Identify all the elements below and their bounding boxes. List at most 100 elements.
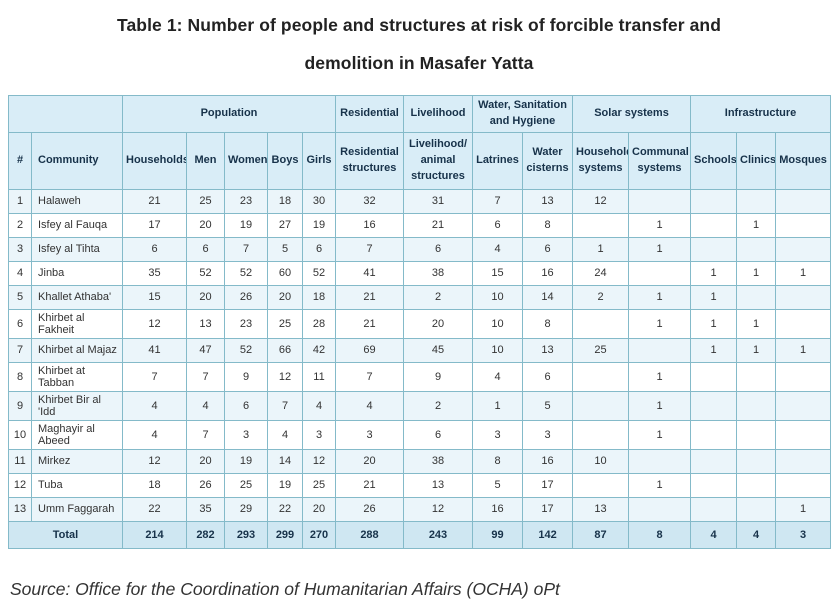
total-value-cell: 3 [775, 520, 832, 549]
data-table: Population Residential Livelihood Water, Sa… [8, 95, 832, 549]
value-cell: 20 [302, 496, 336, 522]
column-header-cell: Residential structures [335, 131, 404, 190]
value-cell: 25 [186, 188, 225, 214]
column-header-cell: Boys [267, 131, 303, 190]
value-cell: 19 [224, 212, 268, 238]
value-cell: 10 [472, 337, 523, 363]
value-cell: 27 [267, 212, 303, 238]
table-row: 12 Tuba 18 26 25 19 25 21 13 5 17 1 [8, 472, 832, 498]
table-row: 9 Khirbet Bir al 'Idd 4 4 6 7 4 4 2 1 5 1 [8, 390, 832, 421]
value-cell: 1 [628, 308, 692, 339]
source-caption: Source: Office for the Coordination of H… [10, 578, 560, 599]
value-cell: 12 [403, 496, 473, 522]
column-header-cell: Men [186, 131, 225, 190]
value-cell [572, 361, 630, 392]
group-header-cell: Water, Sanitation and Hygiene [471, 95, 574, 133]
value-cell [690, 390, 738, 421]
value-cell: 25 [572, 337, 630, 363]
value-cell [572, 390, 630, 421]
value-cell: 20 [267, 284, 303, 310]
value-cell: 28 [302, 308, 336, 339]
value-cell [775, 361, 832, 392]
value-cell: 10 [572, 448, 630, 474]
value-cell: 25 [224, 472, 268, 498]
value-cell: 17 [122, 212, 187, 238]
community-name-cell: Tuba [31, 472, 123, 498]
value-cell [736, 448, 777, 474]
value-cell: 18 [302, 284, 336, 310]
row-number-cell: 8 [8, 361, 32, 392]
value-cell: 4 [472, 236, 523, 262]
total-value-cell: 99 [472, 520, 523, 549]
value-cell: 13 [186, 308, 225, 339]
row-number-cell: 6 [8, 308, 32, 339]
value-cell: 21 [122, 188, 187, 214]
row-number-cell: 1 [8, 188, 32, 214]
value-cell [690, 419, 738, 450]
value-cell: 20 [335, 448, 404, 474]
value-cell: 7 [186, 361, 225, 392]
total-value-cell: 270 [302, 520, 336, 549]
value-cell: 1 [736, 212, 777, 238]
community-name-cell: Jinba [31, 260, 123, 286]
value-cell [628, 337, 692, 363]
community-name-cell: Khirbet at Tabban [31, 361, 123, 392]
row-number-cell: 12 [8, 472, 32, 498]
value-cell [628, 496, 692, 522]
value-cell: 7 [267, 390, 303, 421]
value-cell: 35 [122, 260, 187, 286]
value-cell: 13 [572, 496, 630, 522]
value-cell: 17 [521, 472, 574, 498]
value-cell: 52 [224, 260, 268, 286]
value-cell: 66 [267, 337, 303, 363]
group-header-row: Population Residential Livelihood Water, Sa… [8, 95, 832, 133]
value-cell: 1 [628, 236, 692, 262]
group-header-cell [8, 95, 123, 133]
value-cell: 19 [224, 448, 268, 474]
value-cell: 6 [403, 236, 473, 262]
total-value-cell: 142 [521, 520, 574, 549]
value-cell: 35 [186, 496, 225, 522]
value-cell: 1 [736, 260, 777, 286]
sub-header-row: # Community Households Men Women Boys Girls Res… [8, 131, 832, 190]
value-cell: 17 [521, 496, 574, 522]
value-cell: 14 [521, 284, 574, 310]
value-cell: 11 [302, 361, 336, 392]
value-cell [690, 188, 738, 214]
value-cell: 9 [224, 361, 268, 392]
value-cell: 19 [302, 212, 336, 238]
row-number-cell: 3 [8, 236, 32, 262]
value-cell: 10 [472, 284, 523, 310]
value-cell: 20 [186, 284, 225, 310]
value-cell [775, 188, 832, 214]
value-cell: 20 [403, 308, 473, 339]
value-cell: 1 [736, 308, 777, 339]
community-name-cell: Maghayir al Abeed [31, 419, 123, 450]
value-cell: 6 [186, 236, 225, 262]
column-header-cell: Livelihood/ animal structures [403, 131, 473, 190]
group-header-cell: Solar systems [572, 95, 692, 133]
value-cell [736, 188, 777, 214]
table-body: 1 Halaweh 21 25 23 18 30 32 31 7 13 12 2 Isfey al Fau… [8, 188, 832, 522]
value-cell: 7 [335, 361, 404, 392]
value-cell: 22 [267, 496, 303, 522]
value-cell: 12 [267, 361, 303, 392]
total-value-cell: 4 [736, 520, 777, 549]
value-cell: 8 [472, 448, 523, 474]
value-cell: 5 [472, 472, 523, 498]
value-cell: 47 [186, 337, 225, 363]
value-cell: 21 [335, 308, 404, 339]
value-cell: 1 [628, 419, 692, 450]
community-name-cell: Khirbet Bir al 'Idd [31, 390, 123, 421]
value-cell: 1 [628, 284, 692, 310]
total-value-cell: 4 [690, 520, 738, 549]
value-cell: 13 [521, 337, 574, 363]
community-name-cell: Isfey al Fauqa [31, 212, 123, 238]
group-header-cell: Population [122, 95, 336, 133]
total-value-cell: 87 [572, 520, 630, 549]
value-cell: 7 [186, 419, 225, 450]
value-cell: 52 [224, 337, 268, 363]
value-cell: 30 [302, 188, 336, 214]
value-cell: 20 [186, 448, 225, 474]
total-value-cell: 214 [122, 520, 187, 549]
